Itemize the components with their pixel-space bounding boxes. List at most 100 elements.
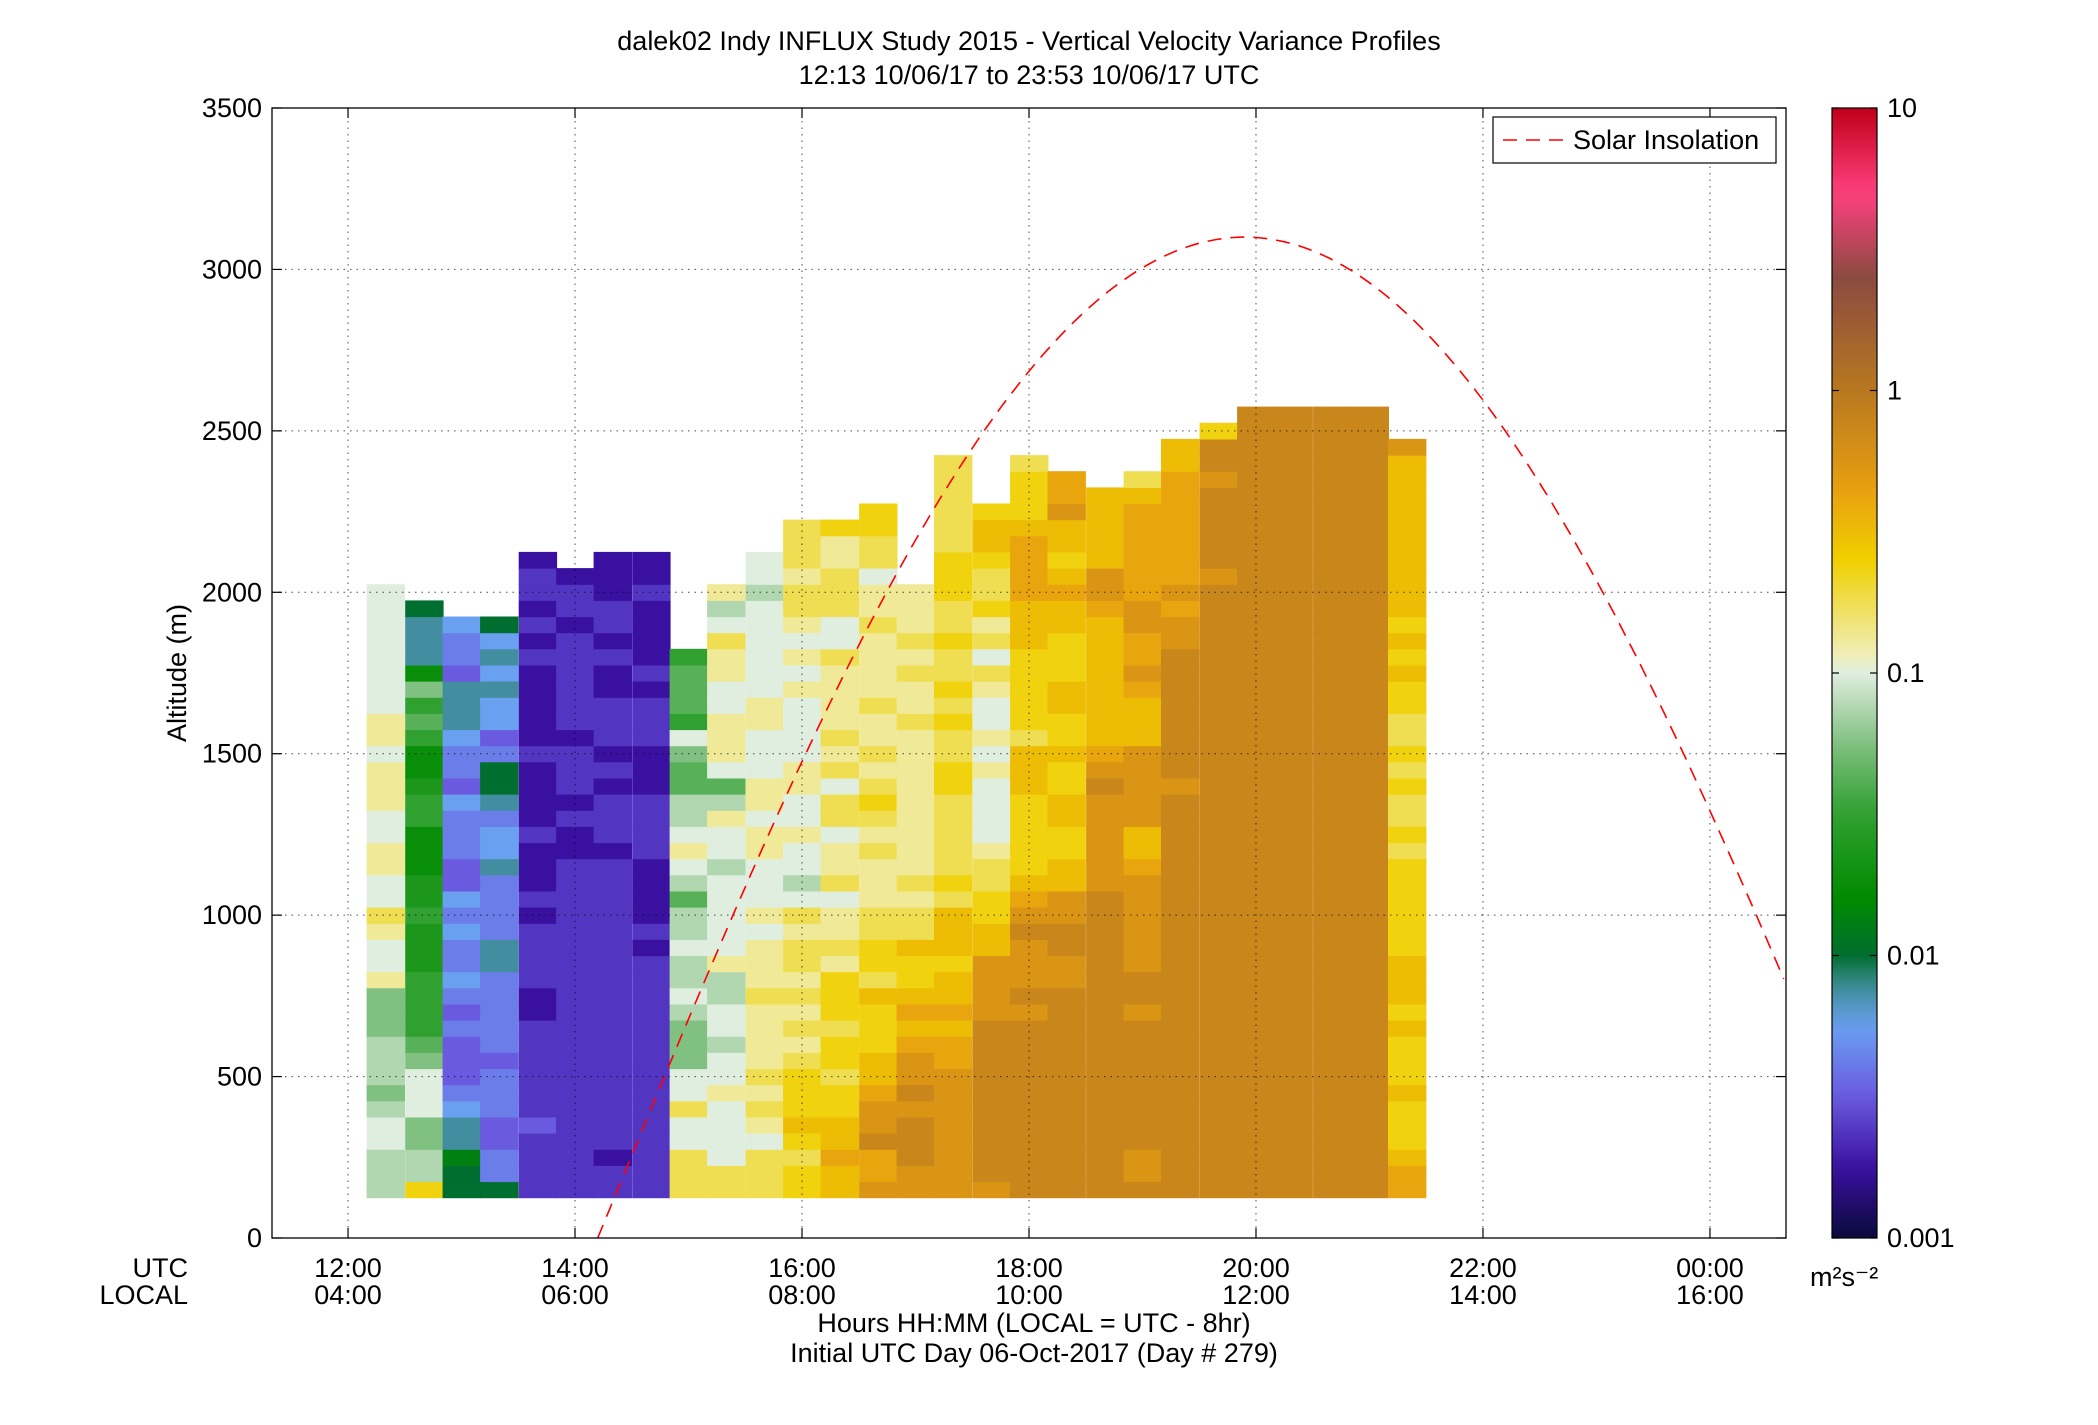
heatmap-cell xyxy=(972,939,1011,957)
heatmap-cell xyxy=(669,826,708,844)
heatmap-cell xyxy=(405,1036,444,1053)
heatmap-cell xyxy=(820,568,859,585)
heatmap-cell xyxy=(745,697,784,714)
heatmap-cell xyxy=(556,761,595,779)
heatmap-cell xyxy=(1274,503,1313,521)
heatmap-cell xyxy=(1123,487,1162,505)
heatmap-cell xyxy=(518,810,558,827)
heatmap-cell xyxy=(1313,568,1352,585)
heatmap-cell xyxy=(442,1149,481,1166)
heatmap-cell xyxy=(972,1133,1011,1150)
heatmap-cell xyxy=(1388,923,1427,940)
heatmap-cell xyxy=(1086,697,1125,714)
heatmap-cell xyxy=(1313,713,1352,731)
heatmap-cell xyxy=(1199,697,1238,714)
heatmap-cell xyxy=(1274,1116,1313,1134)
heatmap-cell xyxy=(972,1020,1011,1037)
heatmap-cell xyxy=(593,1052,632,1070)
heatmap-cell xyxy=(783,664,822,682)
heatmap-cell xyxy=(480,697,519,714)
heatmap-cell xyxy=(366,1036,405,1053)
heatmap-cell xyxy=(1237,1133,1276,1150)
heatmap-cell xyxy=(707,971,746,989)
heatmap-cell xyxy=(556,664,595,682)
heatmap-cell xyxy=(707,729,746,747)
heatmap-cell xyxy=(896,874,935,892)
heatmap-cell xyxy=(1199,1165,1238,1183)
heatmap-cell xyxy=(1350,955,1389,973)
heatmap-cell xyxy=(1086,713,1125,731)
heatmap-cell xyxy=(1274,600,1313,618)
heatmap-cell xyxy=(480,761,519,779)
heatmap-cell xyxy=(1313,487,1352,505)
heatmap-cell xyxy=(405,858,444,876)
heatmap-cell xyxy=(1161,713,1200,731)
heatmap-cell xyxy=(1274,632,1313,650)
heatmap-cell xyxy=(1086,794,1125,811)
heatmap-cell xyxy=(518,777,558,795)
heatmap-cell xyxy=(745,1181,784,1199)
heatmap-cell xyxy=(593,713,632,731)
heatmap-cell xyxy=(1237,955,1276,973)
heatmap-cell xyxy=(1123,1068,1162,1086)
heatmap-cell xyxy=(1199,1149,1238,1166)
heatmap-cell xyxy=(518,907,558,924)
heatmap-cell xyxy=(972,648,1011,666)
heatmap-cell xyxy=(934,810,973,827)
heatmap-cell xyxy=(783,1149,822,1166)
heatmap-cell xyxy=(859,987,898,1005)
heatmap-cell xyxy=(707,826,746,844)
heatmap-cell xyxy=(1123,729,1162,747)
colorbar-tick-label: 0.01 xyxy=(1887,941,1940,971)
heatmap-cell xyxy=(1199,971,1238,989)
heatmap-cell xyxy=(1350,713,1389,731)
heatmap-cell xyxy=(405,939,444,957)
heatmap-cell xyxy=(707,1149,746,1166)
heatmap-cell xyxy=(1199,842,1238,860)
heatmap-cell xyxy=(934,487,973,505)
heatmap-cell xyxy=(442,697,481,714)
heatmap-cell xyxy=(896,842,935,860)
heatmap-cell xyxy=(442,874,481,892)
x-axis-label-day: Initial UTC Day 06-Oct-2017 (Day # 279) xyxy=(790,1338,1278,1368)
heatmap-cell xyxy=(366,810,405,827)
heatmap-cell xyxy=(972,1052,1011,1070)
heatmap-cell xyxy=(366,584,405,601)
heatmap-cell xyxy=(1274,697,1313,714)
heatmap-cell xyxy=(366,600,405,618)
heatmap-cell xyxy=(972,745,1011,763)
heatmap-cell xyxy=(518,713,558,731)
heatmap-cell xyxy=(1313,1149,1352,1166)
heatmap-cell xyxy=(632,1068,671,1086)
heatmap-cell xyxy=(1274,648,1313,666)
heatmap-cell xyxy=(556,794,595,811)
heatmap-cell xyxy=(556,1084,595,1102)
heatmap-cell xyxy=(820,810,859,827)
heatmap-cell xyxy=(1161,584,1200,601)
heatmap-cell xyxy=(1161,907,1200,924)
heatmap-cell xyxy=(518,1100,558,1118)
heatmap-cell xyxy=(1123,1116,1162,1134)
heatmap-cell xyxy=(972,535,1011,553)
heatmap-cell xyxy=(1010,1116,1049,1134)
heatmap-cell xyxy=(1274,971,1313,989)
heatmap-cell xyxy=(556,1165,595,1183)
heatmap-cell xyxy=(1086,1100,1125,1118)
heatmap-cell xyxy=(896,1133,935,1150)
heatmap-cell xyxy=(593,584,632,601)
heatmap-cell xyxy=(1123,858,1162,876)
heatmap-cell xyxy=(1161,794,1200,811)
heatmap-cell xyxy=(707,1020,746,1037)
heatmap-cell xyxy=(1388,1133,1427,1150)
heatmap-cell xyxy=(1388,713,1427,731)
heatmap-cell xyxy=(1086,729,1125,747)
heatmap-cell xyxy=(934,1084,973,1102)
grid-lines xyxy=(272,108,1786,1238)
heatmap-cell xyxy=(1350,1116,1389,1134)
heatmap-cell xyxy=(1313,1052,1352,1070)
heatmap-cell xyxy=(442,1084,481,1102)
heatmap-cell xyxy=(934,1003,973,1021)
heatmap-cell xyxy=(934,713,973,731)
heatmap-cell xyxy=(1047,1052,1086,1070)
heatmap-cell xyxy=(745,874,784,892)
